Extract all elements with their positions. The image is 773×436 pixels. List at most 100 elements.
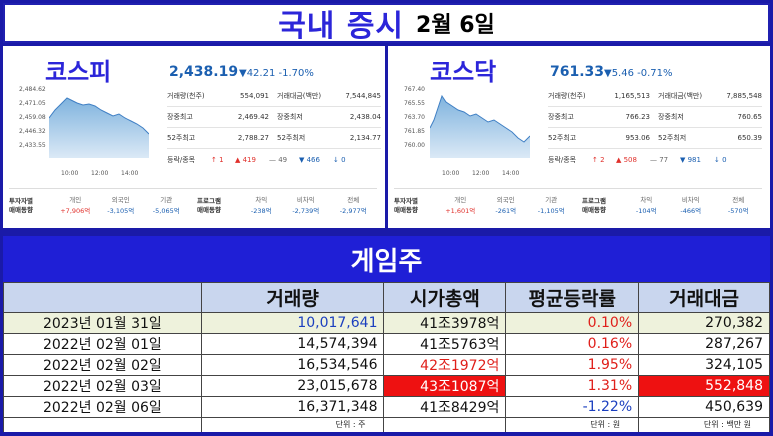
down-limit-count: ↓ 0 xyxy=(333,155,346,164)
trade-value-cell: 324,105 xyxy=(638,354,770,376)
program-label: 프로그램 매매동향 xyxy=(582,189,626,222)
investor-cell: 개인 +7,906억 xyxy=(53,189,99,222)
stat-key: 52주최고 xyxy=(167,134,196,142)
stat-key: 장중최고 xyxy=(548,113,574,121)
game-stocks-table: 거래량 시가총액 평균등락률 거래대금 2023년 01월 31일 10,017… xyxy=(3,282,770,432)
page-date: 2월 6일 xyxy=(416,13,495,38)
cell-key: 전체 xyxy=(732,196,745,204)
column-header: 시가총액 xyxy=(383,282,507,313)
x-tick: 10:00 xyxy=(442,170,460,177)
cell-value: -570억 xyxy=(727,207,749,215)
investor-cell: 외국인 -3,105억 xyxy=(98,189,144,222)
trade-value-cell: 287,267 xyxy=(638,333,770,355)
stat-key: 52주최고 xyxy=(548,134,577,142)
volume-cell: 23,015,678 xyxy=(200,375,385,397)
kosdaq-line-area xyxy=(430,94,530,158)
stat-value: 7,885,548 xyxy=(726,92,762,100)
cell-value: -2,977억 xyxy=(339,207,367,215)
stat-value: 2,134.77 xyxy=(349,134,381,142)
y-tick: 760.00 xyxy=(404,142,425,149)
label-line: 투자자별 xyxy=(9,197,33,205)
table-row: 2023년 01월 31일 10,017,641 41조3978억 0.10% … xyxy=(3,312,770,334)
cell-value: -466억 xyxy=(680,207,702,215)
y-tick: 763.70 xyxy=(404,114,425,121)
unit-empty xyxy=(383,417,507,432)
updown-row: 등락/종목 ↑ 2 ▲ 508 — 77 ▼ 981 ↓ 0 xyxy=(548,149,762,170)
game-stocks-title: 게임주 xyxy=(350,246,423,277)
trade-value-cell: 450,639 xyxy=(638,396,770,418)
trade-value-cell: 270,382 xyxy=(638,312,770,334)
program-cell: 전체 -2,977억 xyxy=(330,189,377,222)
mcap-cell: 41조8429억 xyxy=(383,396,507,418)
label-line: 투자자별 xyxy=(394,197,418,205)
cell-value: -2,739억 xyxy=(292,207,320,215)
column-header: 평균등락률 xyxy=(505,282,640,313)
kosdaq-stats: 거래량(천주) 1,165,513 거래대금(백만) 7,885,548 장중최… xyxy=(548,86,762,170)
trade-value-cell: 552,848 xyxy=(638,375,770,397)
x-tick: 14:00 xyxy=(502,170,520,177)
stat-key: 장중최고 xyxy=(167,113,193,121)
program-cell: 비차익 -466억 xyxy=(667,189,714,222)
stat-key: 장중최저 xyxy=(658,113,684,121)
volume-cell: 10,017,641 xyxy=(200,312,385,334)
mcap-cell: 43조1087억 xyxy=(383,375,507,397)
mcap-cell: 42조1972억 xyxy=(383,354,507,376)
kosdaq-panel: 코스닥 761.33 ▼5.46 -0.71% 767.40 765.55 76… xyxy=(388,46,770,228)
x-tick: 12:00 xyxy=(91,170,109,177)
date-cell: 2022년 02월 02일 xyxy=(3,354,202,376)
stat-row: 장중최고 766.23 장중최저 760.65 xyxy=(548,107,762,128)
stat-key: 52주최저 xyxy=(658,134,687,142)
stat-value: 2,788.27 xyxy=(237,134,269,142)
cell-key: 개인 xyxy=(454,196,467,204)
title-bar: 국내 증시 2월 6일 xyxy=(3,3,770,44)
cell-key: 외국인 xyxy=(496,196,515,204)
same-count: — 49 xyxy=(269,155,288,164)
kospi-index: 2,438.19 xyxy=(169,64,239,80)
investor-cell: 외국인 -261억 xyxy=(483,189,529,222)
cell-key: 외국인 xyxy=(111,196,130,204)
kosdaq-investor-flows: 투자자별 매매동향 개인 +1,601억 외국인 -261억 기관 -1,105억 프로… xyxy=(394,188,762,222)
table-row: 2022년 02월 06일 16,371,348 41조8429억 -1.22%… xyxy=(3,396,770,418)
updown-label: 등락/종목 xyxy=(548,155,577,164)
cell-key: 차익 xyxy=(255,196,268,204)
label-line: 매매동향 xyxy=(9,206,33,214)
down-count: ▼ 466 xyxy=(299,155,320,164)
cell-value: -104억 xyxy=(635,207,657,215)
avg-change-cell: 0.10% xyxy=(505,312,640,334)
investor-label: 투자자별 매매동향 xyxy=(9,189,53,222)
y-tick: 2,446.32 xyxy=(19,128,46,135)
table-header-row: 거래량 시가총액 평균등락률 거래대금 xyxy=(3,282,770,313)
updown-label: 등락/종목 xyxy=(167,155,196,164)
volume-unit: 단위 : 주 xyxy=(200,417,385,432)
updown-row: 등락/종목 ↑ 1 ▲ 419 — 49 ▼ 466 ↓ 0 xyxy=(167,149,381,170)
y-tick: 2,459.08 xyxy=(19,114,46,121)
stat-row: 거래량(천주) 1,165,513 거래대금(백만) 7,885,548 xyxy=(548,86,762,107)
up-count: ▲ 419 xyxy=(235,155,256,164)
game-stocks-header: 게임주 xyxy=(3,236,770,282)
cell-key: 기관 xyxy=(160,196,173,204)
kosdaq-title: 코스닥 xyxy=(430,58,497,86)
stat-key: 거래량(천주) xyxy=(167,92,205,100)
x-tick: 14:00 xyxy=(121,170,139,177)
label-line: 매매동향 xyxy=(197,206,221,214)
cell-key: 전체 xyxy=(347,196,360,204)
stat-row: 52주최고 2,788.27 52주최저 2,134.77 xyxy=(167,128,381,149)
volume-cell: 14,574,394 xyxy=(200,333,385,355)
stat-value: 760.65 xyxy=(737,113,763,121)
units-row: 단위 : 주 단위 : 원 단위 : 백만 원 xyxy=(3,417,770,432)
kospi-line-area xyxy=(49,97,149,158)
stat-row: 52주최고 953.06 52주최저 650.39 xyxy=(548,128,762,149)
cell-value: +7,906억 xyxy=(60,207,91,215)
investor-label: 투자자별 매매동향 xyxy=(394,189,438,222)
unit-empty xyxy=(3,417,202,432)
cell-key: 비차익 xyxy=(681,196,700,204)
y-tick: 761.85 xyxy=(404,128,425,135)
investor-cell: 개인 +1,601억 xyxy=(438,189,484,222)
stat-key: 거래량(천주) xyxy=(548,92,586,100)
program-cell: 전체 -570억 xyxy=(715,189,762,222)
cell-value: -238억 xyxy=(250,207,272,215)
y-tick: 765.55 xyxy=(404,100,425,107)
label-line: 매매동향 xyxy=(582,206,606,214)
kospi-title: 코스피 xyxy=(45,58,112,86)
